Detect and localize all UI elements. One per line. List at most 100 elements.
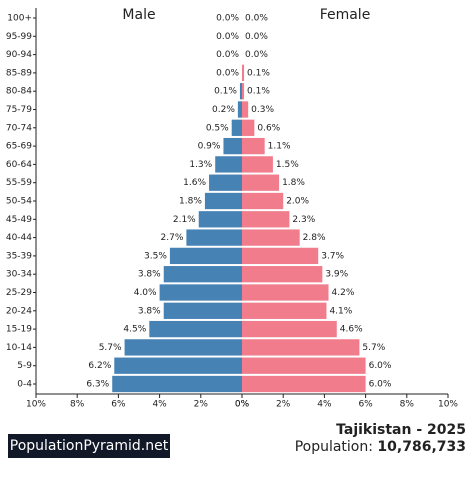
bar: [242, 266, 323, 283]
bar: [242, 156, 273, 173]
bar: [242, 101, 249, 118]
x-tick-label: 8%: [70, 400, 85, 410]
value-label: 4.2%: [332, 288, 355, 298]
y-tick-label: 55-59: [6, 178, 32, 188]
bar: [242, 229, 300, 246]
y-tick-label: 45-49: [6, 215, 32, 225]
y-tick-label: 60-64: [6, 160, 32, 170]
bar: [242, 284, 329, 301]
value-label: 0.3%: [251, 105, 274, 115]
bar: [223, 137, 242, 155]
bar: [114, 357, 242, 374]
value-label: 6.3%: [86, 380, 109, 390]
value-label: 6.0%: [369, 361, 392, 371]
value-label: 2.0%: [286, 197, 309, 207]
y-tick-label: 75-79: [6, 105, 32, 115]
value-label: 4.6%: [340, 325, 363, 335]
value-label: 4.1%: [329, 306, 352, 316]
value-label: 0.9%: [198, 142, 221, 152]
y-tick-label: 90-94: [6, 50, 32, 60]
bar: [198, 211, 242, 228]
bar: [239, 83, 242, 100]
x-tick-label: 2%: [194, 400, 209, 410]
x-tick-label: 10%: [438, 400, 458, 410]
female-title: Female: [320, 7, 371, 23]
value-label: 0.0%: [216, 32, 239, 42]
bar: [242, 174, 280, 191]
value-label: 1.8%: [282, 178, 305, 188]
value-label: 4.0%: [134, 288, 157, 298]
x-tick-label: 2%: [276, 400, 291, 410]
bar: [242, 192, 284, 210]
bar: [242, 320, 337, 338]
y-tick-label: 30-34: [6, 270, 32, 280]
y-tick-label: 95-99: [6, 32, 32, 42]
population-label: Population:: [295, 439, 373, 455]
value-label: 1.8%: [179, 197, 202, 207]
x-tick-label: 6%: [111, 400, 126, 410]
y-tick-label: 15-19: [6, 325, 32, 335]
logo: PopulationPyramid.net: [10, 438, 169, 454]
value-label: 0.0%: [216, 68, 239, 78]
value-label: 2.8%: [303, 233, 326, 243]
bar: [242, 375, 366, 393]
y-tick-label: 70-74: [6, 123, 32, 133]
bar: [242, 339, 360, 356]
y-tick-label: 80-84: [6, 87, 32, 97]
y-tick-label: 20-24: [6, 306, 32, 316]
y-tick-label: 10-14: [6, 343, 32, 353]
y-tick-label: 5-9: [17, 361, 32, 371]
x-tick-label: 0%: [235, 400, 250, 410]
bar: [169, 247, 242, 265]
bar: [112, 375, 242, 393]
bar: [231, 119, 242, 136]
population-line: Population: 10,786,733: [295, 439, 466, 455]
value-label: 2.7%: [161, 233, 184, 243]
y-tick-label: 65-69: [6, 142, 32, 152]
bar: [149, 320, 242, 338]
bar: [237, 101, 242, 118]
x-tick-label: 8%: [400, 400, 415, 410]
value-label: 3.8%: [138, 306, 161, 316]
y-tick-label: 85-89: [6, 68, 32, 78]
value-label: 0.1%: [247, 87, 270, 97]
value-label: 5.7%: [99, 343, 122, 353]
x-tick-label: 4%: [317, 400, 332, 410]
value-label: 0.0%: [245, 32, 268, 42]
value-label: 2.3%: [292, 215, 315, 225]
x-tick-label: 0%: [235, 400, 250, 410]
value-label: 1.6%: [183, 178, 206, 188]
bar: [159, 284, 242, 301]
bar: [242, 137, 265, 155]
value-label: 5.7%: [362, 343, 385, 353]
value-label: 2.1%: [173, 215, 196, 225]
value-label: 1.3%: [189, 160, 212, 170]
bar: [124, 339, 242, 356]
country-year: Tajikistan - 2025: [336, 422, 466, 438]
value-label: 6.2%: [88, 361, 111, 371]
value-label: 6.0%: [369, 380, 392, 390]
value-label: 3.9%: [325, 270, 348, 280]
value-label: 0.0%: [245, 14, 268, 24]
bar: [242, 119, 255, 136]
value-label: 0.0%: [245, 50, 268, 60]
value-label: 0.1%: [247, 68, 270, 78]
bar: [242, 64, 245, 82]
y-tick-label: 25-29: [6, 288, 32, 298]
y-tick-label: 50-54: [6, 197, 32, 207]
value-label: 3.7%: [321, 251, 344, 261]
bar: [242, 247, 319, 265]
male-title: Male: [122, 7, 155, 23]
x-tick-label: 4%: [152, 400, 167, 410]
y-tick-label: 40-44: [6, 233, 32, 243]
y-tick-label: 0-4: [17, 380, 32, 390]
value-label: 0.5%: [206, 123, 229, 133]
bar: [215, 156, 242, 173]
bar: [204, 192, 242, 210]
x-tick-label: 6%: [358, 400, 373, 410]
value-label: 0.0%: [216, 14, 239, 24]
bar: [242, 83, 245, 100]
x-tick-label: 10%: [26, 400, 46, 410]
bar: [163, 266, 242, 283]
